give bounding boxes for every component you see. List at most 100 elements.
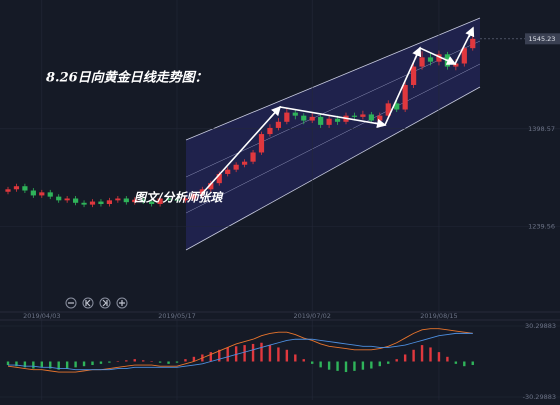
candle-body xyxy=(301,115,307,121)
macd-bar xyxy=(353,361,356,371)
macd-bar xyxy=(471,361,474,366)
candle-body xyxy=(39,192,45,196)
candle-body xyxy=(360,114,366,117)
macd-bar xyxy=(91,361,94,366)
candle-body xyxy=(334,118,341,122)
candle-body xyxy=(309,116,315,121)
chart-title: 8.26日向黄金日线走势图： xyxy=(46,70,208,86)
candle-body xyxy=(22,186,28,191)
candle-body xyxy=(208,183,214,190)
macd-bar xyxy=(133,359,136,362)
x-tick-label: 2019/04/03 xyxy=(23,312,60,320)
zoom-out-button[interactable] xyxy=(65,297,77,309)
macd-bar xyxy=(395,359,398,362)
macd-bar xyxy=(319,361,322,368)
candle-body xyxy=(385,103,391,116)
macd-bar xyxy=(327,361,331,370)
macd-bar xyxy=(65,361,69,369)
candle-body xyxy=(191,194,197,199)
macd-bar xyxy=(116,361,120,362)
candle-body xyxy=(318,116,324,125)
candle-body xyxy=(174,199,180,201)
candle-body xyxy=(411,66,417,85)
macd-dif-line xyxy=(7,328,473,373)
macd-bar xyxy=(209,352,212,362)
y-tick-label: 1398.57 xyxy=(528,125,555,133)
macd-bar xyxy=(32,361,35,369)
macd-bar xyxy=(344,361,348,373)
trend-arrows xyxy=(199,27,474,197)
macd-bar xyxy=(218,349,221,362)
candle-body xyxy=(157,198,163,205)
candle-body xyxy=(123,198,129,203)
candle-body xyxy=(115,198,121,201)
macd-bar xyxy=(158,361,162,363)
macd-tick-label: 30.29883 xyxy=(525,322,556,330)
arrow-head xyxy=(269,105,282,119)
macd-bar xyxy=(454,361,458,364)
candle-body xyxy=(275,121,281,128)
candle-body xyxy=(419,57,425,67)
macd-bar xyxy=(175,361,179,363)
macd-tick-label: -30.29883 xyxy=(523,393,556,401)
candle-body xyxy=(216,173,222,184)
candle-body xyxy=(402,84,408,110)
candle-body xyxy=(351,115,358,117)
candle-body xyxy=(368,114,374,121)
candle-body xyxy=(98,201,104,205)
macd-bar xyxy=(125,360,128,362)
candle-body xyxy=(258,134,265,153)
candle-body xyxy=(436,54,442,62)
macd-bar xyxy=(268,345,272,362)
y-tick-label: 1239.56 xyxy=(528,222,555,230)
macd-bar xyxy=(437,352,441,362)
candle-body xyxy=(199,189,205,195)
x-tick-label: 2019/05/17 xyxy=(158,312,195,320)
macd-bar xyxy=(294,354,297,362)
scroll-right-button[interactable] xyxy=(99,297,111,309)
arrow-head xyxy=(465,26,475,38)
candle-body xyxy=(267,127,273,135)
macd-dea-line xyxy=(8,332,473,371)
x-tick-label: 2019/07/02 xyxy=(293,312,330,320)
macd-bar xyxy=(57,361,60,370)
macd-bar xyxy=(403,354,407,362)
macd-bar xyxy=(370,361,373,369)
candle-body xyxy=(394,103,400,110)
last-price-box xyxy=(525,33,560,45)
macd-bar xyxy=(420,345,424,362)
macd-bar xyxy=(74,361,77,368)
arrow-head xyxy=(412,46,422,60)
candle-body xyxy=(81,202,87,205)
candle-body xyxy=(225,169,231,174)
macd-bar xyxy=(260,342,263,362)
macd-bar xyxy=(336,361,339,371)
macd-bar xyxy=(463,361,466,367)
macd-bar xyxy=(412,349,415,362)
macd-bar xyxy=(361,361,365,370)
candle-body xyxy=(132,199,138,203)
channel-lower xyxy=(185,86,481,251)
candle-body xyxy=(470,38,476,49)
channel-upper xyxy=(185,17,481,141)
macd-bar xyxy=(150,361,153,362)
candle-body xyxy=(165,198,172,200)
scroll-left-button[interactable] xyxy=(82,297,94,309)
candle-body xyxy=(149,201,155,205)
macd-bar xyxy=(378,361,381,367)
macd-bar xyxy=(243,345,246,362)
macd-bar xyxy=(234,346,238,362)
candle-body xyxy=(250,152,256,162)
candle-body xyxy=(5,189,11,192)
candle-body xyxy=(284,112,290,122)
channel-mid xyxy=(185,63,481,214)
macd-bar xyxy=(387,361,390,364)
macd-bar xyxy=(285,349,289,362)
macd-bar xyxy=(108,361,111,363)
arrow-head xyxy=(374,118,387,129)
zoom-in-button[interactable] xyxy=(116,297,128,309)
macd-bar xyxy=(446,356,449,362)
macd-bar xyxy=(23,361,27,368)
